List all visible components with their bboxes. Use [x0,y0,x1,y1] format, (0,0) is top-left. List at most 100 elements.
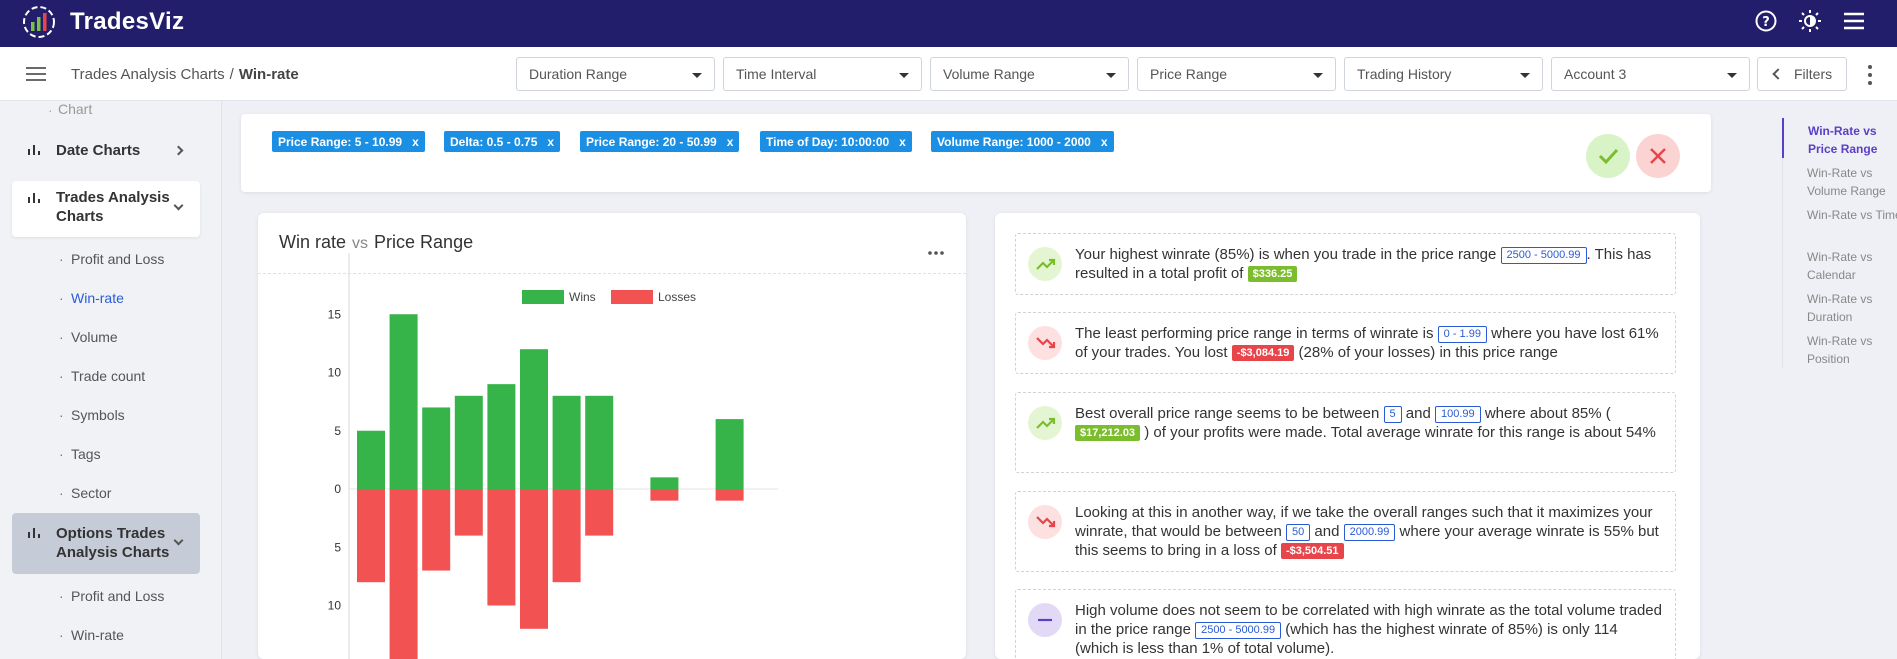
loss-tag: -$3,504.51 [1280,543,1344,559]
help-icon[interactable]: ? [1753,8,1779,34]
sidebar-item-profit-and-loss[interactable]: Profit and Loss [59,251,164,267]
sidebar-item-options-profit-and-loss[interactable]: Profit and Loss [59,588,164,604]
chip-close-icon[interactable]: x [547,135,555,149]
menu-icon[interactable] [1841,8,1867,34]
insight-item: Looking at this in another way, if we ta… [1015,491,1676,572]
win-bar [357,430,385,489]
volume-range-select[interactable]: Volume Range [930,57,1129,91]
loss-bar [585,489,614,536]
y-tick-label: 5 [334,424,341,438]
theme-toggle-icon[interactable] [1797,8,1823,34]
price-tag: 50 [1285,524,1311,541]
loss-bar [357,489,385,583]
trending-down-icon [1028,505,1062,539]
loss-bar [552,489,581,583]
right-nav-active-indicator [1782,118,1784,158]
filter-chip[interactable]: Time of Day: 10:00:00 x [760,131,912,152]
win-bar [487,384,516,489]
chip-close-icon[interactable]: x [412,135,419,149]
insight-item: Best overall price range seems to be bet… [1015,392,1676,473]
breadcrumb-separator: / [229,66,234,83]
filters-button[interactable]: Filters [1757,57,1847,91]
apply-filters-button[interactable] [1586,134,1630,178]
trending-down-icon [1028,326,1062,360]
caret-down-icon [1727,73,1737,78]
win-bar [389,314,418,489]
sidebar-item-chart[interactable]: · Chart [48,101,93,118]
loss-bar [454,489,483,536]
right-nav-win-rate-vs-calendar[interactable]: Win-Rate vs Calendar [1807,250,1873,282]
sidebar-item-sector[interactable]: Sector [59,485,112,501]
breadcrumb-current: Win-rate [238,66,299,83]
time-interval-select[interactable]: Time Interval [723,57,922,91]
caret-down-icon [1520,73,1530,78]
sidebar-section-options-analysis[interactable]: Options Trades Analysis Charts [12,513,200,574]
caret-down-icon [1313,73,1323,78]
profit-tag: $336.25 [1247,266,1298,282]
sidebar-item-tags[interactable]: Tags [59,446,100,462]
filter-chip[interactable]: Volume Range: 1000 - 2000 x [931,131,1114,152]
chevron-left-icon [1772,68,1784,80]
tradesviz-logo-icon[interactable] [22,5,56,39]
right-nav-win-rate-vs-position[interactable]: Win-Rate vs Position [1807,334,1873,366]
insight-item: High volume does not seem to be correlat… [1015,589,1676,659]
chart-menu-icon[interactable] [928,242,944,260]
trending-up-icon [1028,406,1062,440]
legend-wins-label: Wins [569,290,596,304]
right-nav-win-rate-vs-duration[interactable]: Win-Rate vs Duration [1807,292,1873,324]
trading-history-select[interactable]: Trading History [1344,57,1543,91]
filter-chip[interactable]: Price Range: 20 - 50.99 x [580,131,740,152]
chevron-right-icon [173,145,184,156]
chip-close-icon[interactable]: x [899,135,906,149]
right-nav-win-rate-vs-volume-range[interactable]: Win-Rate vs Volume Range [1807,166,1886,198]
check-icon [1598,148,1619,165]
y-tick-label: 10 [328,366,342,380]
price-range-select[interactable]: Price Range [1137,57,1336,91]
chip-close-icon[interactable]: x [726,135,734,149]
sidebar-item-win-rate[interactable]: Win-rate [59,290,124,306]
chip-close-icon[interactable]: x [1100,135,1108,149]
price-tag: 2000.99 [1343,524,1396,541]
win-bar [650,477,679,489]
bar-chart-icon [28,193,40,203]
sidebar: · Chart Date Charts Trades Analysis Chart… [0,101,222,659]
caret-down-icon [899,73,909,78]
clear-filters-button[interactable] [1636,134,1680,178]
win-bar [520,349,548,489]
y-tick-label: 0 [334,482,341,496]
sidebar-section-date-charts[interactable]: Date Charts [12,136,200,166]
bar-chart-icon [28,145,40,155]
price-tag: 5 [1383,406,1402,423]
account-select[interactable]: Account 3 [1551,57,1750,91]
caret-down-icon [1106,73,1116,78]
brand-name[interactable]: TradesViz [70,8,185,35]
sidebar-item-symbols[interactable]: Symbols [59,407,125,423]
sidebar-item-volume[interactable]: Volume [59,329,118,345]
sidebar-item-options-win-rate[interactable]: Win-rate [59,627,124,643]
loss-bar [389,489,418,659]
y-tick-label: 10 [328,599,342,613]
sidebar-item-trade-count[interactable]: Trade count [59,368,145,384]
win-bar [422,407,451,489]
duration-range-select[interactable]: Duration Range [516,57,715,91]
top-navbar: TradesViz ? [0,0,1897,47]
sidebar-toggle-icon[interactable] [26,66,46,82]
filter-chip[interactable]: Price Range: 5 - 10.99 x [272,131,425,152]
y-tick-label: 5 [334,540,341,554]
right-nav-win-rate-vs-price-range[interactable]: Win-Rate vs Price Range [1808,124,1878,156]
filter-chip[interactable]: Delta: 0.5 - 0.75 x [444,131,561,152]
right-nav-track [1782,158,1783,368]
price-range-tag: 0 - 1.99 [1437,326,1487,343]
right-nav-win-rate-vs-time[interactable]: Win-Rate vs Time [1807,208,1897,222]
profit-tag: $17,212.03 [1075,425,1141,441]
loss-bar [650,489,679,501]
loss-bar [487,489,516,606]
divider [258,273,966,274]
sidebar-section-trades-analysis[interactable]: Trades Analysis Charts [12,181,200,237]
insight-item: The least performing price range in term… [1015,312,1676,374]
loss-bar [520,489,548,629]
price-range-tag: 2500 - 5000.99 [1195,622,1282,639]
more-vertical-icon[interactable] [1868,65,1872,85]
breadcrumb-parent[interactable]: Trades Analysis Charts [71,66,225,83]
breadcrumb: Trades Analysis Charts / Win-rate [71,66,299,83]
